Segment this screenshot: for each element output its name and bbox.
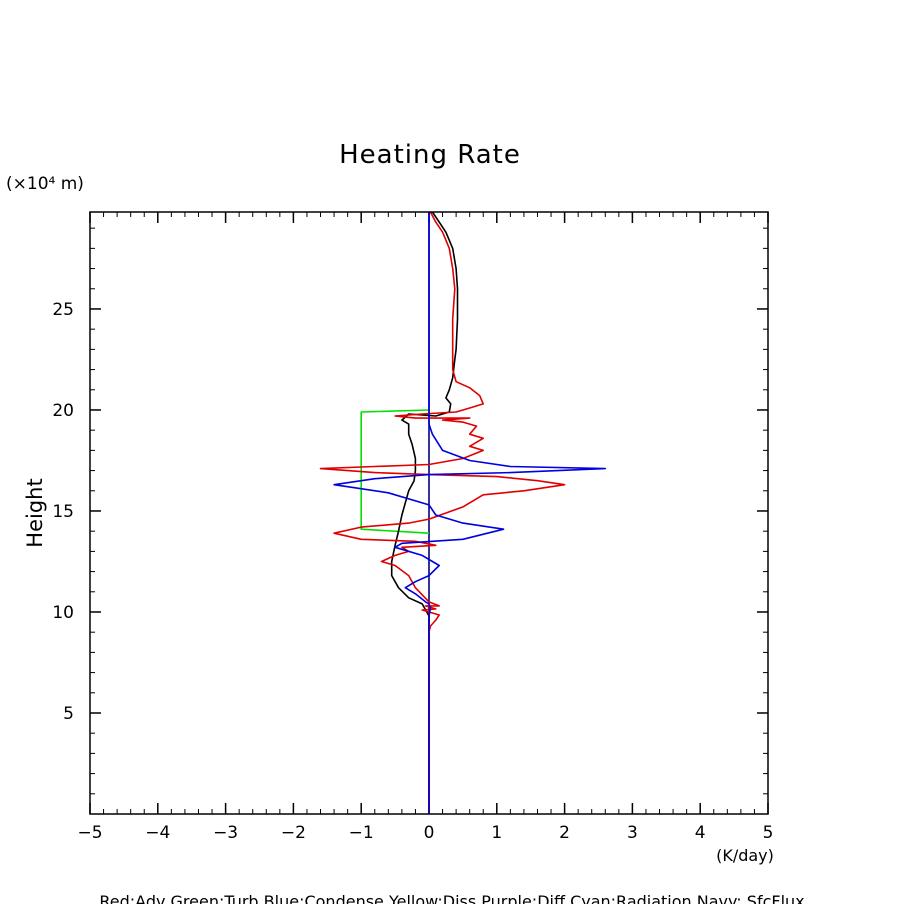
y-unit-label: (×10⁴ m)	[6, 174, 84, 194]
x-tick-label: 2	[559, 823, 570, 843]
x-tick-label: 1	[491, 823, 502, 843]
y-tick-label: 15	[52, 502, 74, 522]
x-tick-label: −2	[281, 823, 306, 843]
x-unit-label: (K/day)	[716, 846, 774, 865]
x-tick-label: 0	[424, 823, 435, 843]
x-tick-label: −5	[77, 823, 102, 843]
x-tick-label: −1	[349, 823, 374, 843]
x-tick-label: 4	[695, 823, 706, 843]
x-tick-label: −4	[145, 823, 170, 843]
series-line-green-turb	[360, 409, 430, 534]
chart-title: Heating Rate	[339, 140, 521, 170]
axis-tick-labels: −5 −4 −3 −2 −1 0 1 2 3 4 5 5 10 15 20 25	[52, 300, 773, 843]
y-tick-label: 20	[52, 401, 74, 421]
x-tick-label: 5	[763, 823, 774, 843]
y-tick-label: 25	[52, 300, 74, 320]
series-line-black	[390, 211, 459, 814]
x-tick-label: 3	[627, 823, 638, 843]
series-lines	[319, 211, 607, 814]
y-tick-label: 10	[52, 603, 74, 623]
legend-text: Red:Adv Green:Turb Blue:Condense Yellow:…	[99, 892, 804, 904]
plot-frame	[89, 211, 769, 815]
y-axis-label: Height	[23, 478, 47, 547]
y-tick-label: 5	[63, 704, 74, 724]
series-line-red-adv	[319, 211, 566, 814]
x-tick-label: −3	[213, 823, 238, 843]
series-line-blue-condense	[333, 212, 607, 814]
